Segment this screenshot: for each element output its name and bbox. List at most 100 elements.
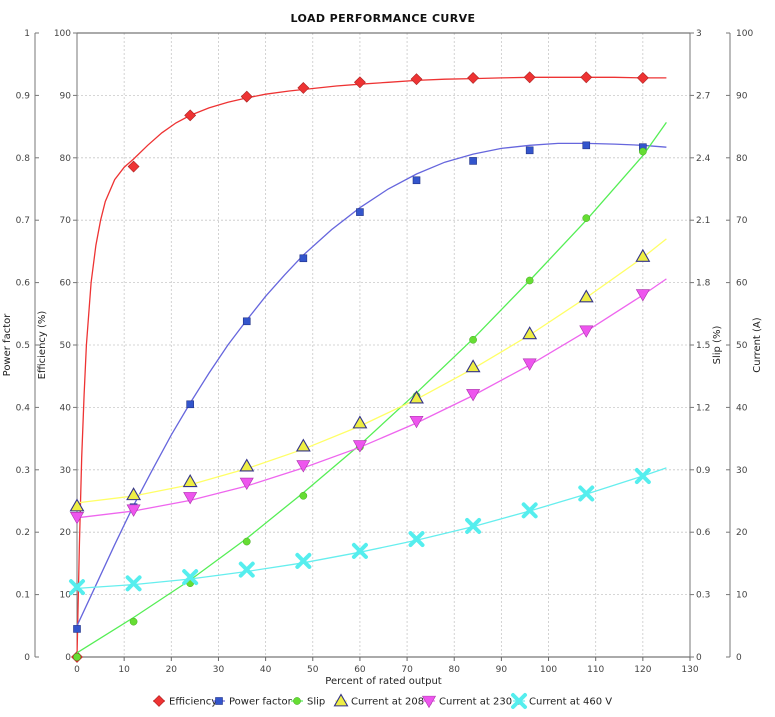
data-point <box>525 146 534 155</box>
legend-label: Current at 208 V <box>351 697 434 708</box>
series-layer <box>69 71 667 663</box>
slip-tick-label: 0.9 <box>696 466 711 476</box>
legend-item[interactable]: Power factor <box>213 697 293 708</box>
chart-title: LOAD PERFORMANCE CURVE <box>291 12 476 25</box>
current-tick-label: 50 <box>736 341 748 351</box>
current-tick-label: 100 <box>736 29 753 39</box>
legend[interactable]: Efficiency Power factor Slip Current at 208… <box>153 693 612 709</box>
data-point <box>522 358 537 371</box>
data-point <box>522 326 538 340</box>
current-axis-title: Current (A) <box>752 317 763 372</box>
x-tick-label: 30 <box>213 665 225 675</box>
slip-tick-label: 2.7 <box>696 91 710 101</box>
current-tick-label: 60 <box>736 279 748 289</box>
legend-item[interactable]: Slip <box>291 697 325 708</box>
x-tick-label: 60 <box>354 665 366 675</box>
series-line <box>76 122 667 654</box>
slip-tick-label: 3 <box>696 29 702 39</box>
legend-item[interactable]: Efficiency <box>153 695 217 708</box>
data-point <box>126 504 141 517</box>
slip-tick-label: 0.6 <box>696 528 711 538</box>
series-line <box>76 278 667 519</box>
x-tick-label: 80 <box>449 665 461 675</box>
legend-swatch-marker <box>511 693 527 709</box>
legend-item[interactable]: Current at 230 V <box>421 695 523 709</box>
efficiency-tick-label: 70 <box>60 216 72 226</box>
data-point <box>579 325 594 338</box>
current-tick-label: 10 <box>736 591 748 601</box>
data-point <box>521 502 538 519</box>
series-line <box>76 238 667 504</box>
current-tick-label: 0 <box>736 653 742 663</box>
data-point <box>352 415 368 429</box>
legend-swatch-marker <box>293 697 301 705</box>
data-point <box>296 460 311 473</box>
efficiency-tick-label: 20 <box>60 528 72 538</box>
data-point <box>351 542 368 559</box>
data-point <box>182 474 198 488</box>
data-point <box>73 653 81 661</box>
data-point <box>184 109 197 122</box>
data-point <box>523 71 536 84</box>
legend-swatch-marker <box>215 697 223 705</box>
efficiency-tick-label: 60 <box>60 279 72 289</box>
data-point <box>73 625 81 633</box>
series-current-at-230-v <box>69 278 667 525</box>
current-tick-label: 80 <box>736 154 748 164</box>
data-point <box>634 468 651 485</box>
x-tick-label: 40 <box>260 665 272 675</box>
efficiency-tick-label: 100 <box>54 29 71 39</box>
data-point <box>635 248 651 262</box>
x-tick-label: 10 <box>118 665 130 675</box>
series-current-at-208-v <box>69 238 667 512</box>
data-point <box>69 512 85 525</box>
legend-swatch-marker <box>421 695 437 709</box>
slip-tick-label: 0.3 <box>696 591 710 601</box>
data-point <box>525 276 534 285</box>
efficiency-tick-label: 10 <box>60 591 72 601</box>
data-point <box>412 176 421 185</box>
power-factor-tick-label: 0 <box>24 653 30 663</box>
x-tick-label: 110 <box>587 665 604 675</box>
data-point <box>299 491 308 500</box>
legend-item[interactable]: Current at 208 V <box>333 693 435 708</box>
data-point <box>466 389 481 402</box>
legend-label: Current at 460 V <box>529 697 612 708</box>
power-factor-tick-label: 0.7 <box>16 216 30 226</box>
data-point <box>578 485 595 502</box>
data-point <box>638 147 647 156</box>
legend-swatch-marker <box>333 693 349 707</box>
current-tick-label: 90 <box>736 91 748 101</box>
x-tick-label: 70 <box>401 665 413 675</box>
data-point <box>69 498 85 512</box>
data-point <box>353 76 366 89</box>
current-tick-label: 40 <box>736 403 748 413</box>
legend-label: Slip <box>307 697 325 708</box>
grid <box>77 33 690 657</box>
power-factor-tick-label: 0.2 <box>16 528 30 538</box>
data-point <box>239 458 255 472</box>
data-point <box>465 517 482 534</box>
legend-item[interactable]: Current at 460 V <box>511 693 612 709</box>
x-tick-label: 50 <box>307 665 319 675</box>
x-tick-label: 0 <box>74 665 80 675</box>
data-point <box>126 487 142 501</box>
power-factor-tick-label: 1 <box>24 29 30 39</box>
data-point <box>408 531 425 548</box>
power-factor-tick-label: 0.6 <box>16 279 31 289</box>
data-point <box>295 438 311 452</box>
data-point <box>299 254 308 263</box>
data-point <box>238 561 255 578</box>
x-tick-label: 120 <box>634 665 651 675</box>
data-point <box>129 617 138 626</box>
power-factor-tick-label: 0.4 <box>16 403 31 413</box>
data-point <box>127 160 140 173</box>
x-tick-label: 130 <box>681 665 698 675</box>
data-point <box>242 317 251 326</box>
data-point <box>582 214 591 222</box>
efficiency-tick-label: 90 <box>60 91 72 101</box>
efficiency-tick-label: 0 <box>65 653 71 663</box>
series-power-factor <box>73 141 667 633</box>
data-point <box>469 335 477 344</box>
